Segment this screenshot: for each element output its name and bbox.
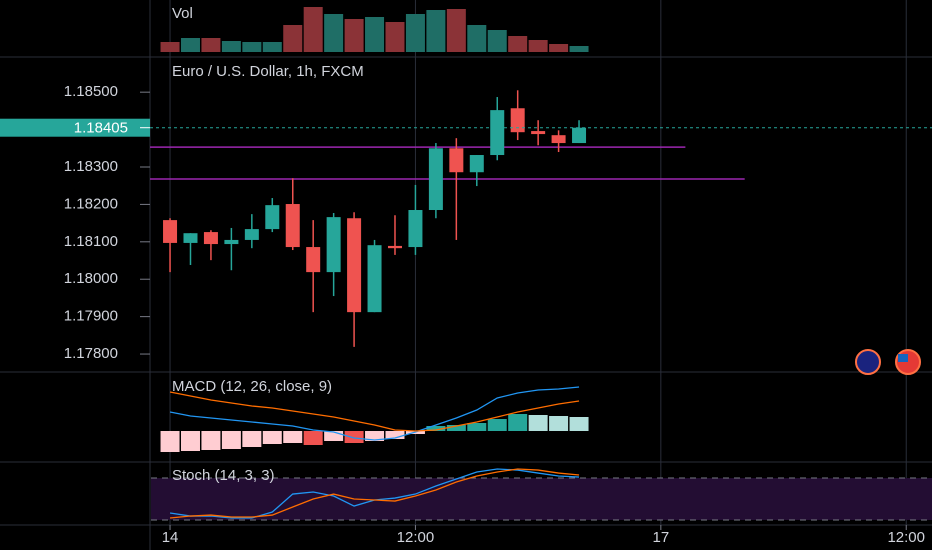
macd-histogram-bar <box>221 431 241 449</box>
candle-body <box>163 220 178 243</box>
candle-body <box>347 218 362 313</box>
macd-histogram-bar <box>569 417 589 431</box>
volume-bar <box>549 44 569 52</box>
indicator-line <box>169 386 580 441</box>
volume-bar <box>528 40 548 52</box>
y-tick-label: 1.18300 <box>64 158 118 175</box>
macd-histogram-bar <box>160 431 180 452</box>
stoch-title: Stoch (14, 3, 3) <box>172 467 275 484</box>
macd-histogram-bar <box>467 423 487 431</box>
candle-body <box>387 245 402 249</box>
y-tick-label: 1.18500 <box>64 83 118 100</box>
last-price-label: 1.18405 <box>74 120 128 137</box>
y-tick-label: 1.17900 <box>64 308 118 325</box>
x-tick-label: 17 <box>652 529 669 546</box>
macd-histogram-bar <box>180 431 200 451</box>
volume-bar <box>385 22 405 52</box>
macd-histogram-bar <box>365 431 385 441</box>
candle-body <box>326 217 341 273</box>
volume-bar <box>283 25 303 52</box>
volume-bar <box>446 9 466 52</box>
volume-bar <box>303 7 323 52</box>
candle-body <box>449 148 464 173</box>
volume-bar <box>426 10 446 52</box>
candle-body <box>428 148 443 211</box>
macd-histogram-bar <box>487 419 507 431</box>
volume-bar <box>201 38 221 52</box>
candle-body <box>408 210 423 248</box>
macd-histogram-bar <box>242 431 262 447</box>
plot: 14 12:00 17 12:00 1.18500 1.18300 1.18200 1.181… <box>0 7 932 546</box>
macd-histogram-bar <box>344 431 364 443</box>
macd-histogram-bar <box>303 431 323 445</box>
currency-icons[interactable] <box>855 349 921 375</box>
volume-bar <box>405 14 425 52</box>
y-tick-label: 1.18100 <box>64 233 118 250</box>
candle-body <box>306 247 321 273</box>
macd-histogram-bar <box>549 416 569 431</box>
volume-bar <box>365 17 385 52</box>
volume-bar <box>487 30 507 52</box>
macd-histogram-bar <box>385 431 405 439</box>
y-tick-label: 1.18000 <box>64 270 118 287</box>
x-tick-label: 14 <box>162 529 179 546</box>
candle-body <box>531 131 546 135</box>
volume-bar <box>467 25 487 52</box>
volume-bar <box>262 42 282 52</box>
volume-bar <box>242 42 262 52</box>
last-price-box <box>0 118 150 137</box>
stoch-band <box>151 478 932 521</box>
candle-body <box>203 232 218 245</box>
macd-title: MACD (12, 26, close, 9) <box>172 378 332 395</box>
candle-body <box>469 155 484 173</box>
candle-body <box>572 127 587 144</box>
x-tick-label: 12:00 <box>397 529 435 546</box>
candle-body <box>367 245 382 313</box>
x-tick-label: 12:00 <box>887 529 925 546</box>
chart-title: Euro / U.S. Dollar, 1h, FXCM <box>172 63 364 80</box>
indicator-line <box>169 391 580 432</box>
candle-body <box>183 233 198 243</box>
volume-bar <box>180 38 200 52</box>
volume-bar <box>324 14 344 52</box>
candle-body <box>510 108 525 133</box>
volume-title: Vol <box>172 5 193 22</box>
volume-bar <box>160 42 180 52</box>
y-tick-label: 1.17800 <box>64 345 118 362</box>
macd-histogram-bar <box>508 414 528 431</box>
volume-bar <box>344 19 364 52</box>
macd-histogram-bar <box>528 415 548 431</box>
macd-histogram-bar <box>324 431 344 441</box>
candle-body <box>490 110 505 156</box>
volume-bar <box>508 36 528 52</box>
macd-histogram-bar <box>201 431 221 450</box>
volume-bar <box>569 46 589 52</box>
macd-histogram-bar <box>262 431 282 444</box>
macd-histogram-bar <box>283 431 303 443</box>
volume-bar <box>221 41 241 52</box>
macd-histogram-bar <box>426 426 446 431</box>
candle-body <box>244 229 259 240</box>
candle-body <box>551 135 566 144</box>
usd-canton <box>898 354 908 362</box>
macd-histogram-bar <box>446 425 466 431</box>
candle-body <box>265 205 280 230</box>
indicator-line <box>169 468 580 519</box>
candle-body <box>224 239 239 245</box>
candle-body <box>285 204 300 248</box>
eur-icon[interactable] <box>855 349 881 375</box>
y-tick-label: 1.18200 <box>64 195 118 212</box>
